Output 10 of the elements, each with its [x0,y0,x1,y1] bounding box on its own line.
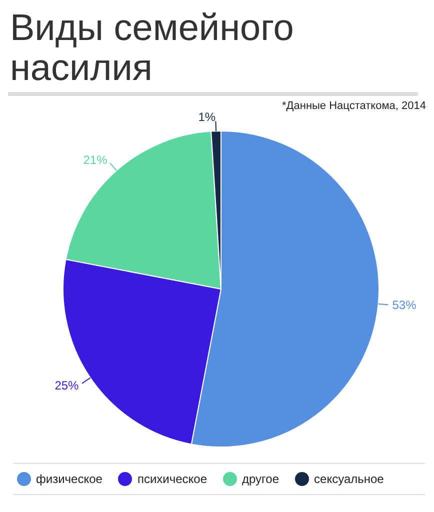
data-label: 1% [198,110,216,124]
data-label: 53% [392,298,417,312]
text: *Данные Нацстаткома, 2014 [282,100,426,112]
legend-label: другое [242,472,280,486]
chart-title: Виды семейного насилия [9,7,295,90]
legend-label: психическое [137,472,208,486]
legend-label: сексуальное [314,472,384,486]
data-label: 25% [54,378,80,393]
data-label: 21% [83,152,108,167]
legend-label: физическое [36,472,102,486]
